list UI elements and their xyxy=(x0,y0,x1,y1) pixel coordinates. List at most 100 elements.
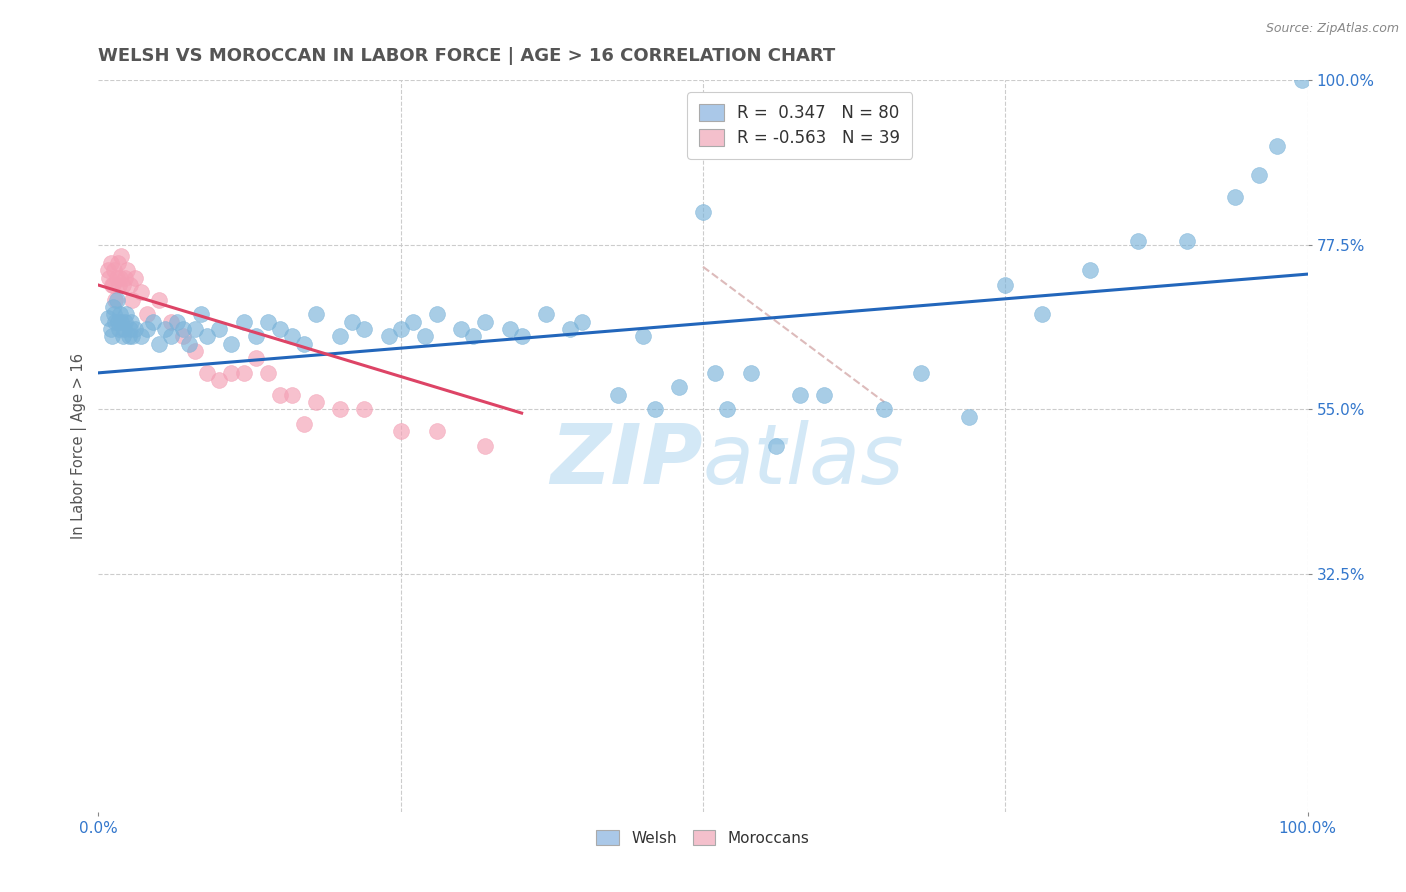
Y-axis label: In Labor Force | Age > 16: In Labor Force | Age > 16 xyxy=(72,353,87,539)
Point xyxy=(100,329,122,343)
Point xyxy=(389,425,412,439)
Point xyxy=(256,315,278,329)
Point xyxy=(118,329,141,343)
Point xyxy=(100,278,122,293)
Point xyxy=(104,293,127,307)
Point xyxy=(208,322,231,336)
Point xyxy=(221,366,243,380)
Point xyxy=(208,373,231,387)
Point xyxy=(232,315,254,329)
Point xyxy=(765,439,787,453)
Point xyxy=(112,322,135,336)
Point xyxy=(644,402,666,417)
Point xyxy=(160,329,183,343)
Point xyxy=(463,329,485,343)
Point xyxy=(111,278,134,293)
Point xyxy=(172,329,194,343)
Point xyxy=(1128,234,1150,248)
Point xyxy=(107,256,129,270)
Point xyxy=(1291,73,1313,87)
Point xyxy=(114,270,136,285)
Point xyxy=(172,322,194,336)
Point xyxy=(426,425,449,439)
Point xyxy=(245,329,267,343)
Point xyxy=(148,336,170,351)
Point xyxy=(103,307,125,321)
Point xyxy=(353,402,375,417)
Point xyxy=(498,322,520,336)
Point xyxy=(129,285,152,300)
Point xyxy=(413,329,436,343)
Point xyxy=(98,270,121,285)
Point xyxy=(121,329,143,343)
Point xyxy=(813,388,835,402)
Point xyxy=(135,322,157,336)
Point xyxy=(110,315,132,329)
Point xyxy=(1175,234,1198,248)
Point xyxy=(124,322,146,336)
Point xyxy=(105,293,128,307)
Point xyxy=(100,256,122,270)
Point xyxy=(558,322,581,336)
Point xyxy=(994,278,1017,293)
Point xyxy=(114,315,136,329)
Point xyxy=(1249,169,1271,183)
Point xyxy=(281,329,304,343)
Point xyxy=(692,205,714,219)
Point xyxy=(510,329,533,343)
Point xyxy=(160,315,183,329)
Text: WELSH VS MOROCCAN IN LABOR FORCE | AGE > 16 CORRELATION CHART: WELSH VS MOROCCAN IN LABOR FORCE | AGE >… xyxy=(98,47,835,65)
Point xyxy=(115,307,138,321)
Point xyxy=(221,336,243,351)
Point xyxy=(111,329,134,343)
Point xyxy=(607,388,630,402)
Point xyxy=(377,329,399,343)
Point xyxy=(107,315,129,329)
Point xyxy=(190,307,212,321)
Point xyxy=(789,388,811,402)
Point xyxy=(292,417,315,431)
Point xyxy=(740,366,762,380)
Point xyxy=(474,315,496,329)
Point xyxy=(1078,263,1101,277)
Point xyxy=(184,343,207,358)
Point xyxy=(184,322,207,336)
Point xyxy=(256,366,278,380)
Point xyxy=(1267,139,1289,153)
Point xyxy=(329,402,352,417)
Point xyxy=(101,300,124,314)
Point xyxy=(716,402,738,417)
Point xyxy=(269,322,291,336)
Point xyxy=(195,366,218,380)
Point xyxy=(305,395,328,409)
Point xyxy=(631,329,654,343)
Point xyxy=(474,439,496,453)
Point xyxy=(118,278,141,293)
Point xyxy=(873,402,896,417)
Point xyxy=(402,315,425,329)
Point xyxy=(108,278,131,293)
Point xyxy=(105,270,128,285)
Point xyxy=(124,270,146,285)
Point xyxy=(910,366,932,380)
Point xyxy=(108,307,131,321)
Point xyxy=(426,307,449,321)
Point xyxy=(329,329,352,343)
Point xyxy=(104,315,127,329)
Point xyxy=(97,310,120,325)
Text: Source: ZipAtlas.com: Source: ZipAtlas.com xyxy=(1265,22,1399,36)
Point xyxy=(179,336,201,351)
Point xyxy=(100,322,122,336)
Point xyxy=(103,263,125,277)
Legend: Welsh, Moroccans: Welsh, Moroccans xyxy=(591,823,815,852)
Point xyxy=(118,322,141,336)
Point xyxy=(534,307,557,321)
Point xyxy=(305,307,328,321)
Point xyxy=(121,293,143,307)
Point xyxy=(97,263,120,277)
Point xyxy=(110,249,132,263)
Point xyxy=(281,388,304,402)
Point xyxy=(129,329,152,343)
Point xyxy=(1223,190,1246,204)
Point xyxy=(108,270,131,285)
